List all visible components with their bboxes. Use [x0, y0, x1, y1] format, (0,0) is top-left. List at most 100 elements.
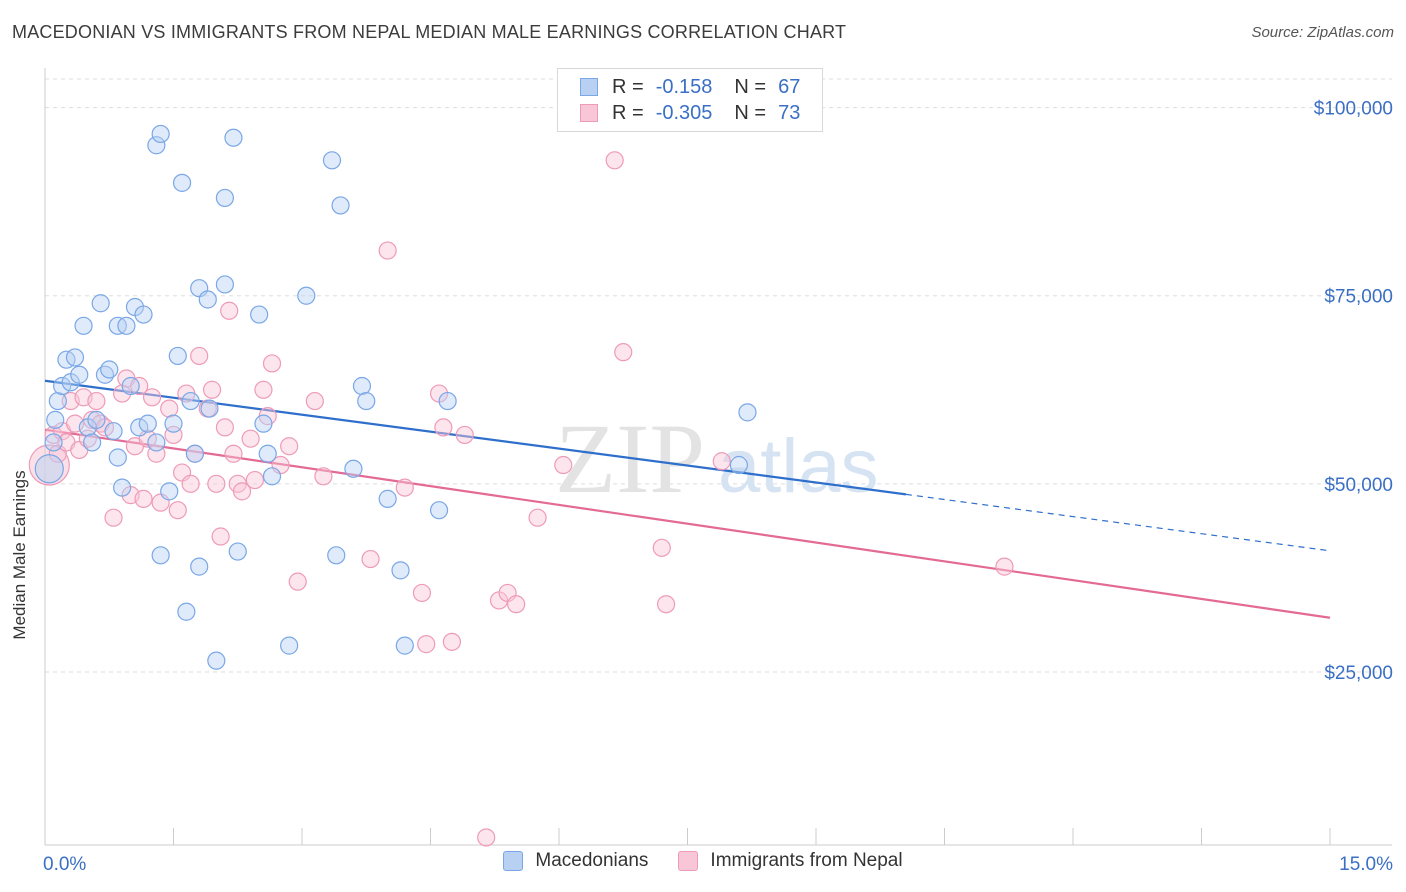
- data-point-macedonians: [70, 365, 89, 384]
- data-point-macedonians: [172, 173, 192, 192]
- data-point-macedonians: [168, 346, 187, 366]
- legend-swatch-nepal: [678, 851, 699, 871]
- data-point-nepal: [378, 241, 397, 260]
- data-point-macedonians: [429, 501, 449, 520]
- data-point-macedonians: [215, 275, 234, 294]
- watermark-atlas: atlas: [718, 424, 879, 509]
- legend-swatch-macedonians: [580, 78, 598, 96]
- data-point-nepal: [656, 595, 676, 614]
- data-point-nepal: [477, 828, 496, 847]
- data-point-nepal: [395, 478, 414, 497]
- trend-nepal: [44, 428, 1331, 619]
- data-point-macedonians: [729, 455, 749, 475]
- legend-swatch-macedonians: [503, 851, 524, 871]
- data-point-macedonians: [331, 196, 350, 215]
- data-point-macedonians: [352, 376, 372, 396]
- data-point-nepal: [241, 429, 260, 448]
- data-point-macedonians: [117, 316, 136, 335]
- legend-r-value: -0.305: [655, 101, 713, 124]
- legend-r-label: R =: [612, 75, 644, 98]
- data-point-macedonians: [391, 561, 410, 580]
- data-point-nepal: [207, 474, 226, 493]
- data-point-macedonians: [395, 636, 414, 655]
- legend-swatch-nepal: [580, 104, 598, 122]
- x-tick-label: 15.0%: [1339, 854, 1393, 875]
- data-point-macedonians: [121, 376, 140, 396]
- data-point-macedonians: [250, 305, 269, 324]
- data-point-macedonians: [177, 602, 196, 621]
- legend-item-macedonians[interactable]: Macedonians: [503, 850, 648, 872]
- gridlines: [45, 78, 1392, 673]
- data-point-nepal: [202, 380, 222, 399]
- legend-row-macedonians: R = -0.158 N = 67: [580, 75, 800, 99]
- data-point-macedonians: [48, 391, 67, 411]
- data-point-macedonians: [438, 391, 457, 411]
- data-point-macedonians: [258, 444, 277, 463]
- data-point-nepal: [134, 489, 153, 508]
- legend-label: Immigrants from Nepal: [710, 850, 903, 871]
- data-point-nepal: [417, 635, 436, 654]
- data-point-nepal: [160, 399, 179, 418]
- trend-line-macedonians-extension: [905, 493, 1331, 552]
- data-point-macedonians: [44, 433, 63, 452]
- data-point-nepal: [507, 595, 526, 614]
- data-point-macedonians: [207, 651, 226, 670]
- data-point-nepal: [181, 474, 200, 493]
- data-point-macedonians: [100, 360, 119, 379]
- data-point-macedonians: [46, 410, 65, 429]
- data-point-macedonians: [198, 290, 217, 309]
- data-point-macedonians: [91, 294, 110, 313]
- y-tick-label: $75,000: [1324, 287, 1393, 308]
- data-point-macedonians: [138, 414, 157, 433]
- legend-n-value: 73: [778, 101, 801, 124]
- data-point-macedonians: [147, 136, 166, 155]
- data-point-macedonians: [322, 151, 342, 170]
- data-point-nepal: [712, 452, 731, 471]
- data-point-macedonians: [215, 188, 234, 208]
- data-point-macedonians: [34, 454, 64, 484]
- data-point-macedonians: [378, 489, 397, 508]
- data-point-macedonians: [224, 128, 243, 147]
- data-point-nepal: [554, 455, 573, 475]
- data-point-macedonians: [83, 433, 102, 452]
- data-point-macedonians: [112, 478, 132, 497]
- trend-line-macedonians: [44, 379, 907, 496]
- data-point-macedonians: [164, 414, 183, 433]
- data-point-nepal: [215, 418, 234, 437]
- data-point-nepal: [245, 470, 264, 490]
- data-point-nepal: [288, 572, 307, 591]
- data-point-macedonians: [228, 542, 247, 561]
- data-point-macedonians: [357, 391, 376, 411]
- data-point-macedonians: [190, 557, 209, 576]
- data-point-nepal: [361, 549, 380, 569]
- series-legend: Macedonians Immigrants from Nepal: [0, 850, 1406, 872]
- data-point-nepal: [434, 418, 453, 437]
- data-point-nepal: [605, 151, 624, 170]
- data-point-nepal: [224, 444, 243, 463]
- data-point-nepal: [232, 482, 252, 501]
- data-point-macedonians: [65, 348, 85, 367]
- y-axis-title: Median Male Earnings: [10, 470, 29, 640]
- data-point-macedonians: [280, 636, 299, 655]
- x-tick-label: 0.0%: [43, 854, 86, 875]
- data-point-macedonians: [160, 482, 179, 501]
- legend-item-nepal[interactable]: Immigrants from Nepal: [678, 850, 903, 872]
- data-point-nepal: [211, 527, 230, 546]
- legend-r-label: R =: [612, 101, 644, 124]
- data-point-macedonians: [200, 399, 219, 418]
- data-point-macedonians: [738, 403, 757, 422]
- data-point-nepal: [280, 437, 299, 456]
- data-point-nepal: [190, 346, 209, 366]
- correlation-legend: R = -0.158 N = 67 R = -0.305 N = 73: [557, 68, 823, 132]
- points-macedonians: [34, 124, 757, 670]
- data-point-nepal: [528, 508, 547, 527]
- data-point-macedonians: [151, 124, 170, 144]
- chart-title: MACEDONIAN VS IMMIGRANTS FROM NEPAL MEDI…: [12, 22, 847, 42]
- trend-macedonians: [44, 379, 1331, 552]
- data-point-nepal: [262, 354, 282, 373]
- data-point-macedonians: [185, 444, 205, 463]
- legend-row-nepal: R = -0.305 N = 73: [580, 101, 800, 125]
- data-point-nepal: [220, 301, 239, 320]
- data-point-macedonians: [104, 422, 123, 441]
